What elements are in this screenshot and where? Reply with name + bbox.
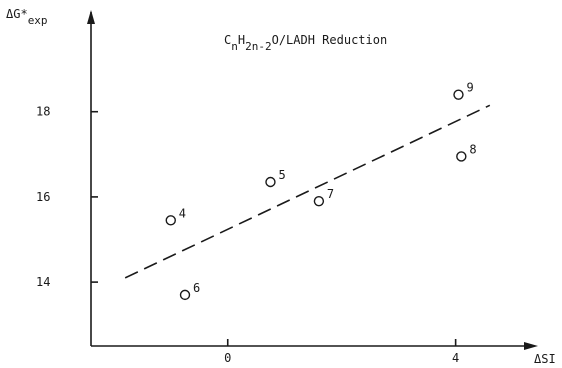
title-subscript: 2n-2 (245, 40, 272, 53)
point-label: 8 (469, 142, 476, 156)
axes (87, 10, 538, 350)
y-tick-label: 14 (36, 275, 50, 289)
point-label: 9 (466, 81, 473, 95)
text-labels: 14 16 18 0 4 4 5 6 7 8 9 ΔSI ΔG*exp CnH2n-2O/LADH Red… (6, 7, 556, 366)
title-text: O (272, 33, 279, 47)
title-text: H (238, 33, 245, 47)
chart-title: CnH2n-2O/LADH Reduction (224, 33, 387, 53)
data-point (456, 151, 467, 162)
point-label: 5 (278, 168, 285, 182)
x-tick-label: 4 (452, 351, 459, 365)
point-label: 7 (327, 187, 334, 201)
y-tick-label: 16 (36, 190, 50, 204)
title-subscript: n (231, 40, 238, 53)
y-tick-label: 18 (36, 105, 50, 119)
y-axis-label: ΔG*exp (6, 7, 48, 27)
title-text: C (224, 33, 231, 47)
fit-line-group (124, 104, 491, 279)
x-axis-arrow (524, 342, 538, 350)
y-axis-label-main: ΔG* (6, 7, 28, 21)
fit-line (124, 104, 491, 279)
data-points (165, 89, 467, 301)
x-axis-label: ΔSI (534, 352, 556, 366)
y-axis-arrow (87, 10, 95, 24)
point-label: 4 (179, 206, 186, 220)
point-label: 6 (193, 281, 200, 295)
data-point (165, 215, 176, 226)
data-point (265, 176, 276, 188)
data-point (313, 195, 325, 207)
x-tick-label: 0 (224, 351, 231, 365)
title-text: /LADH Reduction (279, 33, 387, 47)
data-point (179, 289, 191, 301)
y-axis-label-sub: exp (28, 14, 48, 27)
data-point (453, 89, 464, 100)
